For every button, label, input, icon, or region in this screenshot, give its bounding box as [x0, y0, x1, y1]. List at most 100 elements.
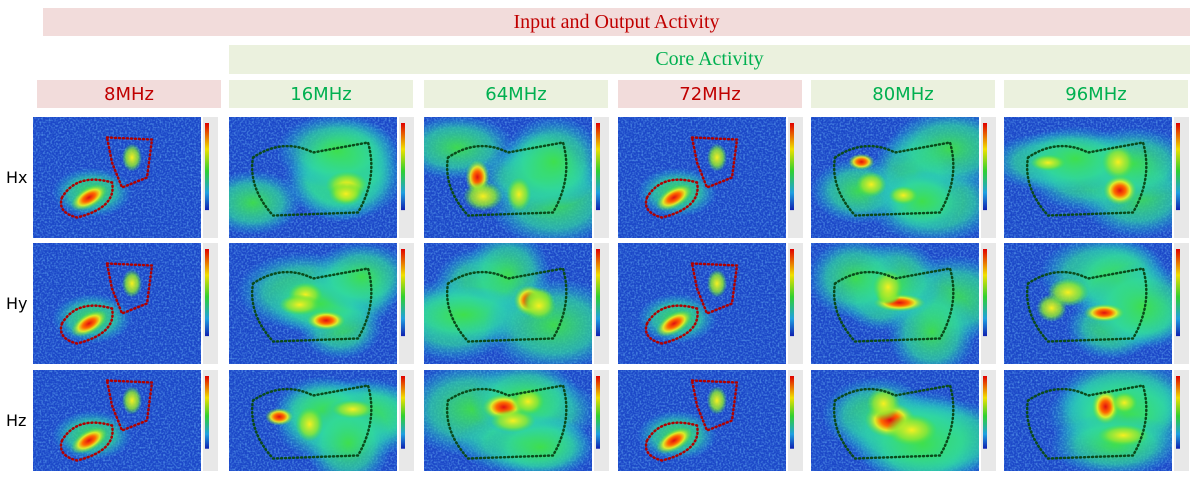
- heatmap: [424, 117, 609, 238]
- field: [484, 278, 592, 364]
- heatmap: [1004, 243, 1189, 364]
- heatmap-image: [33, 243, 201, 364]
- hotspot: [511, 388, 545, 415]
- hotspot: [122, 143, 142, 172]
- field: [311, 243, 397, 312]
- hotspot: [70, 427, 108, 454]
- colorbar: [596, 376, 600, 449]
- row-label: Hz: [6, 410, 27, 430]
- colorbar: [983, 249, 987, 337]
- hotspot: [855, 171, 887, 198]
- hotspot: [1101, 144, 1135, 180]
- colorbar: [401, 376, 405, 449]
- heatmap-image: [229, 370, 397, 471]
- column-label: 80MHz: [811, 80, 995, 108]
- hotspot: [655, 310, 693, 337]
- outline: [59, 262, 154, 345]
- heatmap-image: [229, 243, 397, 364]
- field: [887, 117, 979, 190]
- hotspot: [1091, 389, 1120, 425]
- outline: [446, 267, 568, 343]
- outline: [644, 262, 739, 345]
- hotspot: [279, 294, 321, 316]
- outline: [251, 384, 373, 460]
- heatmap-image: [618, 243, 786, 364]
- hotspot: [70, 310, 108, 337]
- outline: [1026, 141, 1148, 217]
- field: [276, 117, 397, 189]
- heatmap-image: [1004, 117, 1172, 238]
- hotspot: [848, 153, 875, 170]
- heatmap: [618, 117, 803, 238]
- colorbar: [596, 249, 600, 337]
- heatmap-image: [811, 117, 979, 238]
- heatmap-image: [1004, 243, 1172, 364]
- heatmap: [1004, 370, 1189, 471]
- hotspot: [1030, 154, 1066, 171]
- colorbar: [983, 376, 987, 449]
- hotspot: [122, 386, 142, 415]
- heatmap: [33, 243, 218, 364]
- outline: [1026, 267, 1148, 343]
- colorbar: [1176, 376, 1180, 449]
- heatmap: [618, 370, 803, 471]
- heatmap: [811, 243, 996, 364]
- hotspot: [70, 184, 108, 211]
- hotspot: [306, 310, 346, 331]
- title: Input and Output Activity: [513, 10, 720, 33]
- heatmap-image: [33, 117, 201, 238]
- hotspot: [1103, 175, 1137, 206]
- hotspot: [331, 399, 374, 419]
- field: [880, 170, 963, 233]
- outline: [1026, 384, 1148, 460]
- field: [1084, 262, 1172, 350]
- heatmap-image: [424, 243, 592, 364]
- heatmap-image: [811, 243, 979, 364]
- heatmap-image: [424, 117, 592, 238]
- heatmap: [811, 370, 996, 471]
- hotspot: [265, 407, 294, 426]
- outline: [251, 141, 373, 217]
- hotspot: [506, 177, 532, 212]
- heatmap: [1004, 117, 1189, 238]
- heatmap-image: [424, 370, 592, 471]
- hotspot: [888, 185, 919, 205]
- column-label: 64MHz: [424, 80, 608, 108]
- outline: [833, 384, 955, 460]
- hotspot: [1111, 392, 1138, 414]
- heatmap: [424, 243, 609, 364]
- hotspot: [707, 269, 727, 298]
- outline: [833, 141, 955, 217]
- field: [229, 170, 302, 235]
- heatmap-image: [618, 370, 786, 471]
- hotspot: [707, 143, 727, 172]
- hotspot: [463, 181, 503, 212]
- colorbar: [1176, 123, 1180, 211]
- colorbar: [983, 123, 987, 211]
- outline: [446, 384, 568, 460]
- field: [1017, 126, 1134, 192]
- outline: [833, 267, 955, 343]
- column-label: 16MHz: [229, 80, 413, 108]
- column-label: 72MHz: [618, 80, 802, 108]
- colorbar: [1176, 249, 1180, 337]
- hotspot: [655, 427, 693, 454]
- heatmap-image: [229, 117, 397, 238]
- hotspot: [1047, 278, 1089, 307]
- column-label: 96MHz: [1004, 80, 1188, 108]
- heatmap-image: [618, 117, 786, 238]
- colorbar: [205, 376, 209, 449]
- heatmap-image: [811, 370, 979, 471]
- colorbar: [205, 123, 209, 211]
- hotspot: [295, 406, 324, 442]
- colorbar: [790, 376, 794, 449]
- outline: [644, 379, 739, 462]
- colorbar: [205, 249, 209, 337]
- colorbar: [790, 123, 794, 211]
- heatmap-image: [1004, 370, 1172, 471]
- row-label: Hx: [6, 167, 28, 187]
- hotspot: [328, 182, 364, 206]
- heatmap-image: [33, 370, 201, 471]
- heatmap: [618, 243, 803, 364]
